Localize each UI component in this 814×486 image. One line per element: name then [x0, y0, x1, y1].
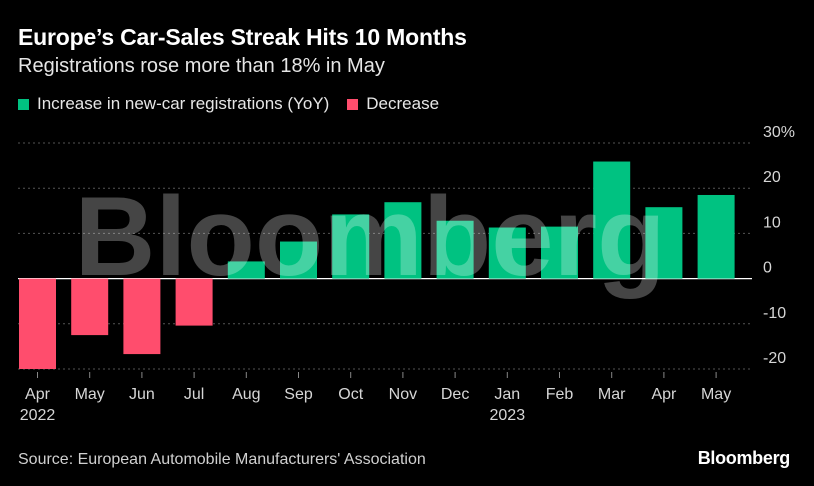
bar — [123, 278, 161, 355]
x-tick-label: May — [75, 386, 105, 403]
x-tick-label: Nov — [389, 386, 417, 403]
source-note: Source: European Automobile Manufacturer… — [18, 451, 426, 468]
x-tick-label: Dec — [441, 386, 469, 403]
bar — [332, 214, 370, 279]
y-tick-label: 30% — [763, 124, 795, 141]
bar — [593, 161, 631, 279]
x-tick-label: Mar — [598, 386, 626, 403]
brand-logo: Bloomberg — [697, 448, 791, 468]
legend-item-decrease: Decrease — [347, 94, 439, 114]
bar — [645, 207, 683, 279]
y-tick-label: 0 — [763, 260, 772, 277]
x-tick-label: Jan — [494, 386, 520, 403]
bar — [71, 278, 109, 336]
bar — [541, 226, 578, 279]
bar — [280, 241, 317, 279]
x-tick-label: Jul — [184, 386, 204, 403]
x-tick-label: Aug — [232, 386, 260, 403]
x-tick-label: Apr — [25, 386, 51, 403]
chart-subtitle: Registrations rose more than 18% in May — [18, 55, 385, 77]
watermark: Bloomberg — [74, 174, 665, 299]
x-tick-label: Feb — [546, 386, 574, 403]
bar — [436, 220, 474, 279]
y-tick-labels: 30% 20 10 0 -10 -20 — [763, 124, 795, 367]
y-tick-label: 20 — [763, 169, 781, 186]
x-tick-label: May — [701, 386, 731, 403]
bar — [697, 194, 735, 279]
bar — [19, 278, 56, 369]
bar — [227, 261, 265, 279]
y-tick-label: -10 — [763, 305, 786, 322]
bar — [384, 202, 422, 279]
legend: Increase in new-car registrations (YoY) … — [18, 94, 457, 114]
legend-swatch-decrease — [347, 98, 359, 110]
bar — [175, 278, 213, 326]
legend-label-increase: Increase in new-car registrations (YoY) — [37, 94, 330, 113]
x-year-label: 2023 — [490, 407, 526, 424]
legend-item-increase: Increase in new-car registrations (YoY) — [18, 94, 329, 114]
x-year-label: 2022 — [20, 407, 56, 424]
bars — [19, 161, 735, 369]
x-tick-label: Jun — [129, 386, 155, 403]
x-tick-labels: Apr 2022 May Jun Jul Aug Sep Oct Nov Dec Jan 2023 Fe… — [20, 372, 731, 424]
x-tick-label: Apr — [651, 386, 677, 403]
legend-label-decrease: Decrease — [366, 94, 440, 113]
x-tick-label: Sep — [284, 386, 313, 403]
legend-swatch-increase — [18, 98, 29, 110]
x-tick-label: Oct — [338, 386, 363, 403]
chart-title: Europe’s Car-Sales Streak Hits 10 Months — [18, 24, 467, 50]
bar — [488, 227, 526, 279]
y-tick-label: -20 — [763, 350, 786, 367]
y-tick-label: 10 — [763, 214, 781, 231]
